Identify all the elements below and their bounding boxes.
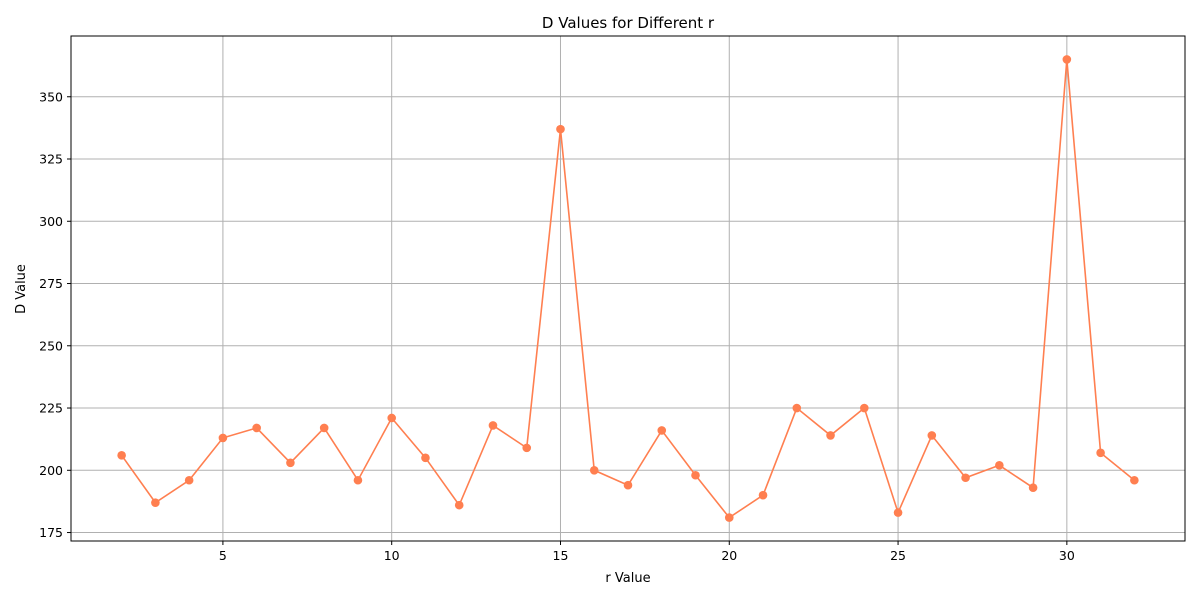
data-point: [1096, 448, 1105, 458]
data-point: [556, 124, 565, 134]
y-tick-label: 275: [39, 276, 63, 291]
data-point: [117, 451, 126, 460]
y-tick-label: 300: [39, 214, 63, 229]
data-point: [488, 421, 498, 430]
y-tick-label: 175: [39, 525, 63, 540]
y-tick-label: 350: [39, 89, 63, 104]
data-point: [758, 490, 768, 500]
y-tick-label: 325: [39, 152, 63, 167]
data-point: [691, 470, 700, 480]
data-point: [860, 403, 869, 413]
data-point: [589, 465, 599, 475]
y-tick-label: 225: [39, 401, 63, 416]
data-point: [893, 508, 903, 517]
data-point: [218, 433, 228, 443]
data-point: [961, 473, 970, 483]
data-point: [1062, 55, 1072, 64]
data-point: [522, 443, 532, 453]
data-point: [286, 458, 295, 468]
x-axis-ticks: 5 10 15 20 25 30: [219, 541, 1075, 563]
data-point: [319, 423, 329, 433]
data-point: [421, 453, 430, 463]
x-axis-label: r Value: [605, 571, 650, 586]
x-tick-label: 10: [384, 548, 400, 563]
series-line-layer: [120, 59, 1135, 519]
data-point: [454, 500, 464, 510]
chart-title: D Values for Different r: [542, 14, 715, 32]
y-axis-label: D Value: [14, 264, 29, 314]
x-tick-label: 30: [1059, 548, 1075, 563]
data-point: [151, 498, 160, 507]
y-tick-label: 250: [39, 338, 63, 353]
x-tick-label: 20: [721, 548, 737, 563]
data-point: [184, 475, 194, 485]
grid-lines: [71, 36, 1185, 541]
data-point: [1028, 483, 1038, 493]
x-tick-label: 15: [553, 548, 569, 563]
data-point: [724, 513, 734, 522]
data-points: [117, 55, 1139, 522]
data-point: [353, 475, 363, 485]
data-point: [826, 431, 835, 440]
plot-area-frame: [70, 35, 1186, 542]
y-tick-label: 200: [39, 463, 63, 478]
data-point: [252, 423, 261, 433]
data-point: [927, 431, 937, 440]
data-point: [1130, 475, 1139, 485]
series-line: [120, 59, 1135, 519]
data-point: [623, 480, 633, 490]
x-tick-label: 5: [219, 548, 227, 563]
y-axis-ticks: 175 200 225 250 275 300 325 350: [39, 89, 71, 540]
x-tick-label: 25: [890, 548, 906, 563]
data-point: [387, 413, 396, 423]
data-point: [792, 403, 802, 413]
data-point: [657, 426, 667, 435]
data-point: [995, 460, 1004, 470]
